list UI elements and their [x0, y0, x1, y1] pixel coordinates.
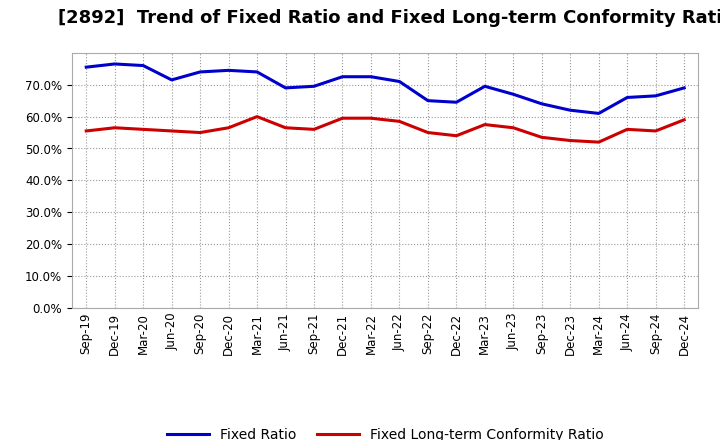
Fixed Ratio	[452, 99, 461, 105]
Fixed Ratio	[282, 85, 290, 91]
Fixed Ratio	[537, 101, 546, 106]
Fixed Long-term Conformity Ratio	[395, 119, 404, 124]
Line: Fixed Ratio: Fixed Ratio	[86, 64, 684, 114]
Legend: Fixed Ratio, Fixed Long-term Conformity Ratio: Fixed Ratio, Fixed Long-term Conformity …	[161, 422, 609, 440]
Fixed Long-term Conformity Ratio	[537, 135, 546, 140]
Fixed Ratio	[595, 111, 603, 116]
Text: [2892]  Trend of Fixed Ratio and Fixed Long-term Conformity Ratio: [2892] Trend of Fixed Ratio and Fixed Lo…	[58, 9, 720, 27]
Fixed Long-term Conformity Ratio	[253, 114, 261, 119]
Fixed Ratio	[225, 68, 233, 73]
Fixed Long-term Conformity Ratio	[595, 139, 603, 145]
Fixed Long-term Conformity Ratio	[366, 116, 375, 121]
Fixed Long-term Conformity Ratio	[82, 128, 91, 134]
Fixed Ratio	[680, 85, 688, 91]
Fixed Ratio	[338, 74, 347, 79]
Fixed Ratio	[652, 93, 660, 99]
Fixed Long-term Conformity Ratio	[167, 128, 176, 134]
Fixed Ratio	[82, 65, 91, 70]
Fixed Long-term Conformity Ratio	[480, 122, 489, 127]
Fixed Ratio	[395, 79, 404, 84]
Fixed Ratio	[139, 63, 148, 68]
Fixed Ratio	[423, 98, 432, 103]
Fixed Ratio	[167, 77, 176, 83]
Fixed Ratio	[623, 95, 631, 100]
Fixed Long-term Conformity Ratio	[509, 125, 518, 130]
Fixed Long-term Conformity Ratio	[310, 127, 318, 132]
Fixed Long-term Conformity Ratio	[225, 125, 233, 130]
Fixed Long-term Conformity Ratio	[282, 125, 290, 130]
Fixed Long-term Conformity Ratio	[652, 128, 660, 134]
Fixed Ratio	[196, 69, 204, 74]
Fixed Ratio	[366, 74, 375, 79]
Fixed Ratio	[310, 84, 318, 89]
Fixed Ratio	[110, 61, 119, 66]
Fixed Long-term Conformity Ratio	[566, 138, 575, 143]
Fixed Ratio	[566, 107, 575, 113]
Fixed Long-term Conformity Ratio	[423, 130, 432, 135]
Fixed Long-term Conformity Ratio	[110, 125, 119, 130]
Fixed Long-term Conformity Ratio	[196, 130, 204, 135]
Fixed Ratio	[480, 84, 489, 89]
Fixed Long-term Conformity Ratio	[338, 116, 347, 121]
Fixed Ratio	[509, 92, 518, 97]
Line: Fixed Long-term Conformity Ratio: Fixed Long-term Conformity Ratio	[86, 117, 684, 142]
Fixed Long-term Conformity Ratio	[623, 127, 631, 132]
Fixed Long-term Conformity Ratio	[680, 117, 688, 122]
Fixed Ratio	[253, 69, 261, 74]
Fixed Long-term Conformity Ratio	[139, 127, 148, 132]
Fixed Long-term Conformity Ratio	[452, 133, 461, 138]
